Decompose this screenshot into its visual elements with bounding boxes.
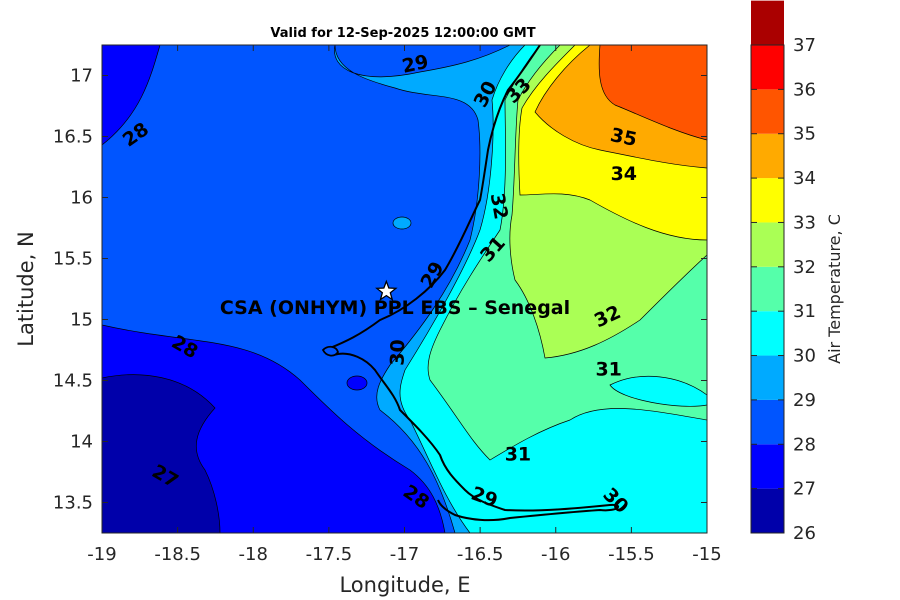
contour-label: 30 — [386, 339, 409, 366]
colorbar-swatch — [751, 45, 784, 90]
site-marker — [375, 279, 398, 302]
y-tick-label: 14 — [70, 432, 93, 453]
colorbar-swatch — [751, 444, 784, 489]
contour-label: 29 — [400, 51, 430, 78]
colorbar-swatch — [751, 89, 784, 134]
y-tick-label: 17 — [70, 66, 93, 87]
x-tick-label: -17 — [390, 544, 419, 565]
figure-title: Valid for 12-Sep-2025 12:00:00 GMT — [270, 26, 535, 41]
y-tick-label: 15 — [70, 310, 93, 331]
coastline-island — [321, 345, 339, 357]
x-tick-label: -15.5 — [608, 544, 655, 565]
colorbar-tick-label: 34 — [793, 168, 816, 189]
y-tick-label: 16.5 — [53, 127, 93, 148]
y-tick-label: 13.5 — [53, 493, 93, 514]
site-star-icon — [375, 279, 398, 302]
y-tick-label: 14.5 — [53, 371, 93, 392]
band-26-27 — [102, 374, 221, 533]
y-axis: 13.5 14 14.5 15 15.5 16 16.5 17 — [53, 66, 707, 514]
colorbar-swatch — [751, 222, 784, 267]
contour-label: 32 — [486, 191, 512, 221]
colorbar-swatch — [751, 133, 784, 179]
colorbar-tick-label: 31 — [793, 301, 816, 322]
contour-label: 34 — [611, 163, 637, 185]
colorbar-swatch — [751, 355, 784, 400]
coastline — [327, 45, 620, 522]
colorbar-frame — [750, 44, 785, 534]
colorbar-tick-label: 36 — [793, 79, 816, 100]
x-tick-label: -16 — [541, 544, 570, 565]
colorbar-tick-label: 27 — [793, 479, 816, 500]
x-axis: -19 -18.5 -18 -17.5 -17 -16.5 -16 -15.5 -15 — [87, 45, 722, 565]
x-axis-label: Longitude, E — [339, 573, 470, 597]
colorbar-tick-label: 37 — [793, 35, 816, 56]
site-label: CSA (ONHYM) PPL EBS – Senegal — [220, 297, 570, 319]
x-tick-label: -18 — [239, 544, 268, 565]
colorbar-tick-label: 33 — [793, 212, 816, 233]
band-27-28-north — [102, 45, 161, 146]
colorbar-tick-label: 35 — [793, 124, 816, 145]
island-patch — [392, 216, 412, 230]
colorbar-swatch — [751, 266, 784, 312]
y-tick-label: 16 — [70, 188, 93, 209]
contour-label: 31 — [505, 444, 531, 466]
y-tick-label: 15.5 — [53, 249, 93, 270]
x-tick-label: -18.5 — [154, 544, 201, 565]
colorbar-swatch — [751, 311, 784, 356]
colorbar-swatch — [751, 178, 784, 223]
y-axis-label: Latitude, N — [14, 231, 38, 347]
x-tick-label: -17.5 — [306, 544, 353, 565]
colorbar-tick-label: 28 — [793, 434, 816, 455]
colorbar: 26 27 28 29 30 31 32 33 34 35 36 37 — [750, 0, 816, 544]
contour-label: 35 — [608, 124, 638, 151]
colorbar-swatch — [751, 399, 784, 445]
cold-patch — [346, 375, 368, 391]
x-tick-label: -16.5 — [457, 544, 504, 565]
colorbar-tick-label: 30 — [793, 346, 816, 367]
band-35-36 — [598, 45, 707, 141]
colorbar-swatch — [751, 0, 784, 45]
x-tick-label: -19 — [87, 544, 116, 565]
colorbar-tick-label: 26 — [793, 523, 816, 544]
colorbar-label: Air Temperature, C — [825, 214, 844, 364]
x-tick-label: -15 — [692, 544, 721, 565]
colorbar-tick-label: 32 — [793, 257, 816, 278]
contour-map — [102, 45, 707, 533]
colorbar-tick-label: 29 — [793, 390, 816, 411]
contour-label: 31 — [595, 358, 621, 380]
colorbar-swatch — [751, 488, 784, 533]
